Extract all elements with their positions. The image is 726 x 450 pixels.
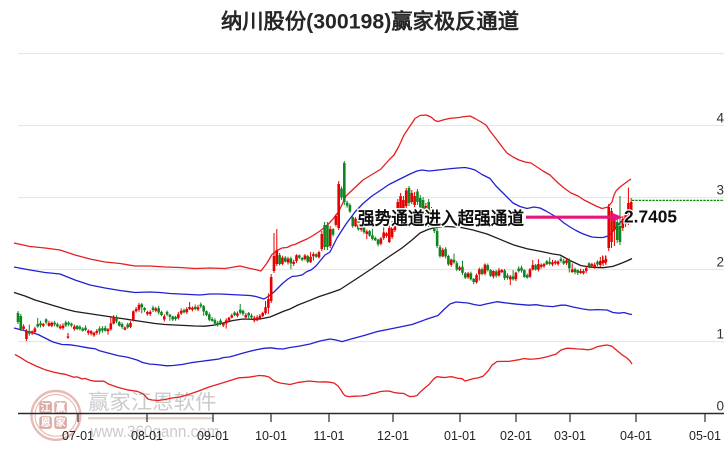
svg-text:纳川股份(300198)赢家极反通道: 纳川股份(300198)赢家极反通道 [221,10,519,34]
svg-text:2: 2 [716,255,724,270]
svg-text:2.7405: 2.7405 [624,207,677,227]
svg-text:1: 1 [716,327,724,342]
svg-text:07-01: 07-01 [62,429,94,443]
svg-text:江: 江 [41,401,51,414]
svg-text:4: 4 [716,111,724,126]
svg-text:05-01: 05-01 [689,429,721,443]
svg-text:04-01: 04-01 [620,429,652,443]
svg-text:12-01: 12-01 [377,429,409,443]
svg-text:恩: 恩 [41,417,51,429]
svg-text:0: 0 [716,399,724,414]
svg-text:强势通道进入超强通道: 强势通道进入超强通道 [358,208,524,228]
svg-text:09-01: 09-01 [197,429,229,443]
svg-text:08-01: 08-01 [131,429,163,443]
svg-text:01-01: 01-01 [444,429,476,443]
svg-text:赢: 赢 [56,401,66,414]
svg-text:02-01: 02-01 [500,429,532,443]
svg-text:www.360gann.com: www.360gann.com [90,423,220,441]
svg-text:03-01: 03-01 [554,429,586,443]
svg-text:赢家江恩软件: 赢家江恩软件 [88,391,217,414]
svg-text:3: 3 [716,183,724,198]
svg-text:家: 家 [56,416,67,429]
svg-text:10-01: 10-01 [255,429,287,443]
svg-text:11-01: 11-01 [313,429,344,443]
